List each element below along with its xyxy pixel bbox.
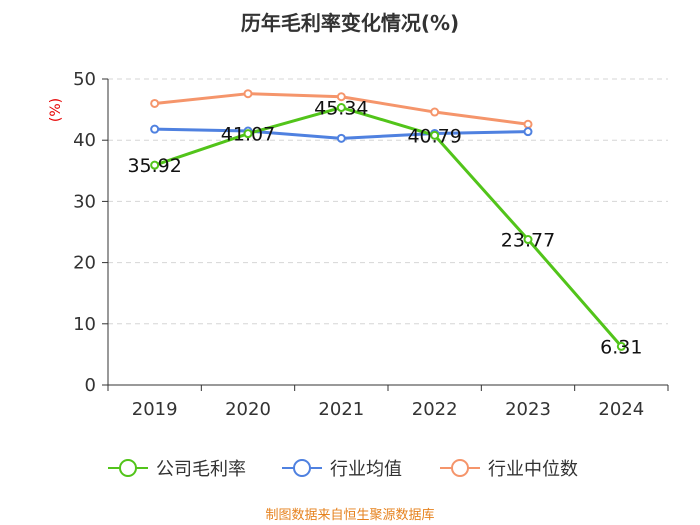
legend-item[interactable]: 行业均值 (282, 459, 402, 480)
legend-item[interactable]: 行业中位数 (440, 459, 578, 480)
x-tick-label: 2019 (132, 399, 178, 420)
legend-label: 行业中位数 (488, 459, 578, 480)
legend-marker (293, 459, 311, 477)
y-tick-label: 40 (73, 130, 96, 151)
data-point (336, 133, 346, 143)
y-tick-label: 30 (73, 191, 96, 212)
data-point (243, 129, 253, 139)
legend-marker (451, 459, 469, 477)
data-point (523, 119, 533, 129)
data-point (150, 98, 160, 108)
y-axis-label: (%) (48, 98, 64, 122)
x-tick-label: 2021 (318, 399, 364, 420)
series-line (154, 106, 623, 348)
y-tick-label: 50 (73, 69, 96, 90)
chart-title: 历年毛利率变化情况(%) (241, 11, 459, 35)
legend-marker (119, 459, 137, 477)
x-tick-label: 2024 (598, 399, 644, 420)
legend-label: 公司毛利率 (156, 459, 246, 480)
data-point (523, 127, 533, 137)
legend-label: 行业均值 (330, 459, 402, 480)
axes: 0 10 20 30 40 50 2019 2020 2021 2022 2023 2024 (73, 69, 669, 420)
y-tick-label: 0 (85, 375, 96, 396)
x-tick-label: 2023 (505, 399, 551, 420)
data-point (430, 130, 440, 140)
data-label: 40.79 (407, 125, 461, 147)
series-lines (150, 89, 626, 351)
legend: 公司毛利率 行业均值 行业中位数 (108, 459, 578, 480)
data-label: 35.92 (127, 155, 181, 177)
data-point (430, 107, 440, 117)
source-note: 制图数据来自恒生聚源数据库 (265, 507, 434, 523)
data-point (150, 160, 160, 170)
y-tick-label: 20 (73, 253, 96, 274)
data-labels: 35.92 41.07 45.34 40.79 23.77 6.31 (127, 98, 642, 359)
x-tick-label: 2022 (412, 399, 458, 420)
data-label: 45.34 (314, 98, 368, 120)
data-label: 6.31 (600, 336, 642, 358)
data-point (616, 341, 626, 351)
data-point (336, 103, 346, 113)
data-point (523, 235, 533, 245)
legend-item[interactable]: 公司毛利率 (108, 459, 246, 480)
data-point (243, 89, 253, 99)
grid-lines (108, 78, 668, 325)
data-point (150, 124, 160, 134)
data-label: 23.77 (501, 230, 555, 252)
x-tick-label: 2020 (225, 399, 271, 420)
data-point (336, 92, 346, 102)
data-label: 41.07 (221, 124, 275, 146)
y-tick-label: 10 (73, 314, 96, 335)
